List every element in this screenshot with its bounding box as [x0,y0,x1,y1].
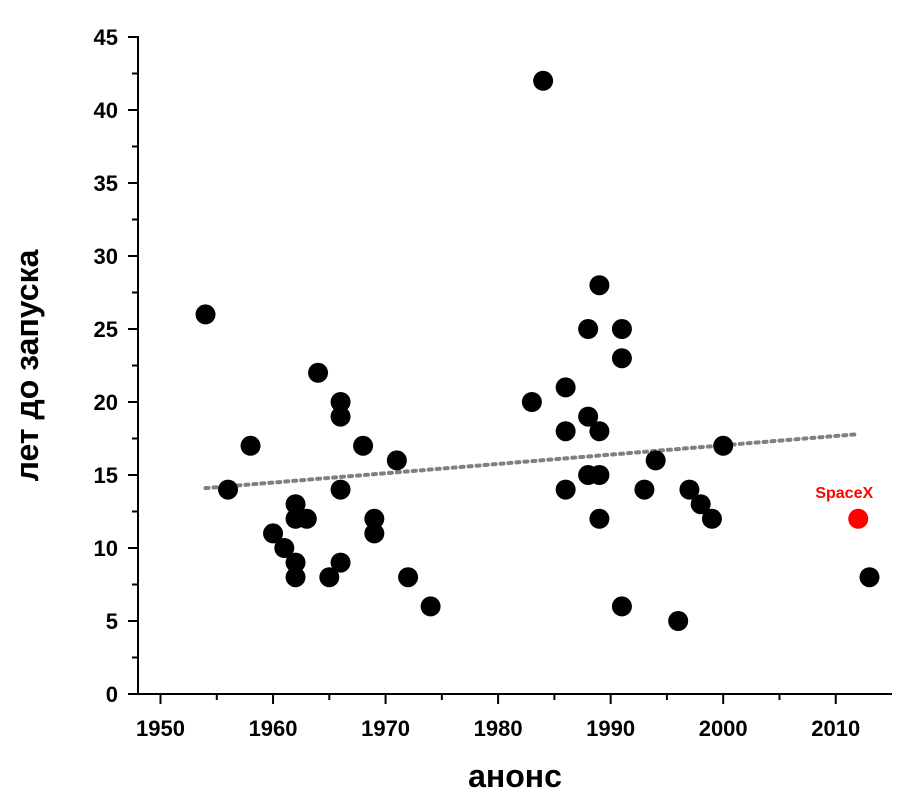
data-point [195,304,216,325]
data-point [240,435,261,456]
data-point [330,552,351,573]
y-tick-label: 35 [94,171,118,196]
data-point [679,479,700,500]
data-point [578,319,599,339]
data-point [645,450,666,471]
highlight-label: SpaceX [815,485,873,502]
data-point [398,567,419,588]
data-point [555,377,576,398]
data-point [330,479,351,500]
data-point [420,596,441,617]
data-points [195,70,880,631]
y-tick-label: 25 [94,317,118,342]
y-tick-label: 15 [94,463,118,488]
data-point [555,421,576,442]
data-point [285,552,306,573]
y-tick-label: 40 [94,98,118,123]
data-point [263,523,284,544]
axes: 0 5 10 15 20 25 30 35 40 45 1950 1960 1970 1980 1990 20… [94,25,892,741]
trend-line-group [203,432,861,491]
data-point [296,508,317,529]
x-tick-label: 1980 [474,716,523,741]
x-tick-label: 2000 [699,716,748,741]
data-point [611,319,632,339]
data-point [589,275,610,296]
data-point [701,508,722,529]
y-tick-label: 5 [106,609,118,634]
x-axis-title: анонс [468,758,562,794]
data-point [521,392,542,412]
data-point [859,567,880,588]
data-point [285,494,306,515]
data-point [330,392,351,412]
data-point [319,567,340,588]
data-point [589,465,610,485]
data-point [533,70,554,91]
y-tick-label: 0 [106,682,118,707]
data-point [386,450,407,471]
highlight-group: SpaceX [815,485,873,529]
data-point [713,435,734,456]
data-point [578,406,599,427]
data-point [611,596,632,617]
data-point [353,435,374,456]
data-point [634,479,655,500]
trend-line [203,432,861,491]
x-tick-label: 2010 [811,716,860,741]
x-tick-label: 1970 [361,716,410,741]
data-point [308,362,329,383]
data-point [589,508,610,529]
data-point [555,479,576,500]
x-tick-label: 1950 [136,716,185,741]
y-axis-title: лет до запуска [9,249,45,481]
data-point [364,523,385,544]
x-tick-label: 1990 [586,716,635,741]
data-point [285,567,306,588]
data-point [611,348,632,369]
y-tick-label: 20 [94,390,118,415]
data-point [274,538,295,558]
data-point [690,494,711,515]
x-tick-label: 1960 [249,716,298,741]
data-point [364,508,385,529]
y-tick-label: 10 [94,536,118,561]
highlight-point [848,508,869,529]
data-point [589,421,610,442]
data-point [330,406,351,427]
data-point [218,479,239,500]
data-point [668,611,689,631]
y-tick-label: 30 [94,244,118,269]
y-tick-label: 45 [94,25,118,50]
